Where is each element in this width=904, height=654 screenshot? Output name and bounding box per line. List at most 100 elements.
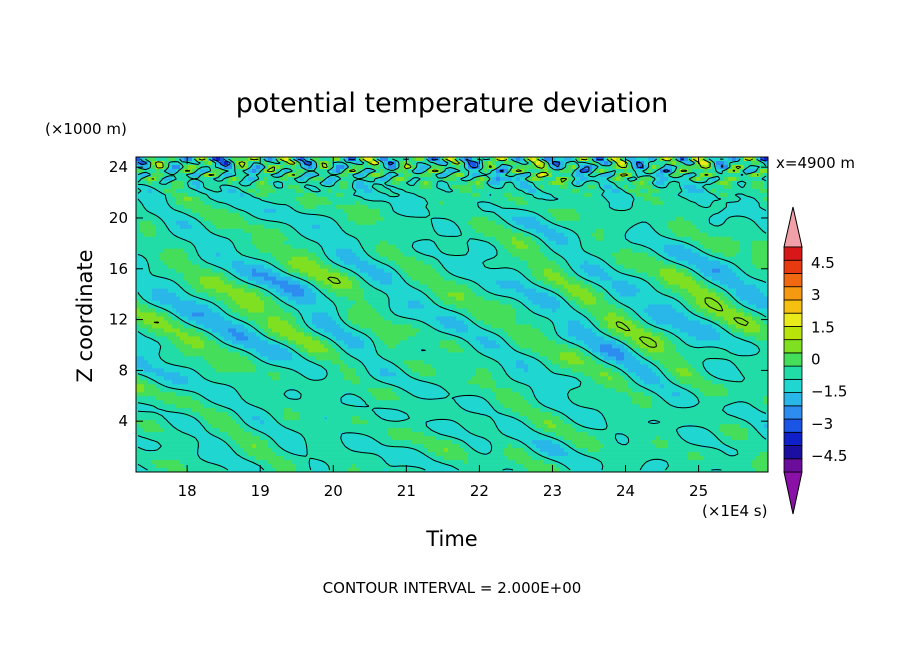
field-cell — [160, 268, 165, 273]
field-cell — [280, 264, 285, 269]
field-cell — [552, 248, 557, 254]
field-cell — [296, 172, 301, 178]
field-cell — [324, 268, 329, 273]
field-cell — [480, 216, 485, 222]
field-cell — [460, 157, 465, 162]
field-cell — [152, 268, 157, 273]
field-cell — [296, 168, 301, 174]
field-cell — [500, 244, 505, 250]
field-cell — [288, 228, 293, 234]
field-cell — [748, 252, 753, 258]
field-cell — [624, 232, 629, 238]
field-cell — [368, 168, 373, 174]
field-cell — [640, 176, 645, 182]
field-cell — [656, 200, 661, 206]
field-cell — [444, 204, 449, 210]
field-cell — [176, 180, 181, 186]
field-cell — [492, 280, 497, 285]
field-cell — [140, 200, 145, 206]
field-cell — [468, 280, 473, 285]
field-cell — [364, 244, 369, 250]
field-cell — [244, 188, 249, 194]
field-cell — [604, 276, 609, 281]
field-cell — [748, 208, 753, 214]
field-cell — [176, 272, 181, 277]
field-cell — [368, 172, 373, 178]
field-cell — [428, 172, 433, 178]
field-cell — [616, 172, 621, 178]
field-cell — [484, 268, 489, 273]
field-cell — [508, 228, 513, 234]
field-cell — [220, 232, 225, 238]
field-cell — [504, 220, 509, 226]
field-cell — [152, 157, 157, 162]
field-cell — [384, 172, 389, 178]
field-cell — [708, 228, 713, 234]
field-cell — [412, 280, 417, 285]
field-cell — [732, 204, 737, 210]
field-cell — [232, 196, 237, 202]
field-cell — [380, 157, 385, 162]
field-cell — [744, 232, 749, 238]
field-cell — [756, 180, 761, 186]
field-cell — [268, 160, 273, 166]
field-cell — [140, 260, 145, 266]
field-cell — [736, 232, 741, 238]
field-cell — [516, 212, 521, 218]
field-cell — [160, 236, 165, 242]
field-cell — [460, 212, 465, 218]
field-cell — [464, 264, 469, 269]
field-cell — [348, 160, 353, 166]
field-cell — [512, 236, 517, 242]
field-cell — [516, 224, 521, 230]
field-cell — [564, 172, 569, 178]
field-cell — [188, 208, 193, 214]
field-cell — [716, 180, 721, 186]
field-cell — [724, 268, 729, 273]
field-cell — [220, 208, 225, 214]
field-cell — [648, 260, 653, 266]
field-cell — [716, 276, 721, 281]
field-cell — [280, 168, 285, 174]
field-cell — [312, 188, 317, 194]
field-cell — [300, 276, 305, 281]
field-cell — [416, 268, 421, 273]
field-cell — [220, 272, 225, 277]
field-cell — [600, 188, 605, 194]
field-cell — [540, 236, 545, 242]
field-cell — [468, 216, 473, 222]
field-cell — [672, 268, 677, 273]
field-cell — [344, 188, 349, 194]
field-cell — [392, 268, 397, 273]
field-cell — [356, 204, 361, 210]
field-cell — [504, 188, 509, 194]
field-cell — [204, 244, 209, 250]
field-cell — [352, 240, 357, 246]
field-cell — [592, 268, 597, 273]
field-cell — [364, 220, 369, 226]
field-cell — [212, 252, 217, 258]
field-cell — [428, 180, 433, 186]
field-cell — [300, 236, 305, 242]
field-cell — [220, 268, 225, 273]
field-cell — [468, 172, 473, 178]
field-cell — [396, 180, 401, 186]
field-cell — [552, 272, 557, 277]
field-cell — [268, 268, 273, 273]
field-cell — [536, 180, 541, 186]
field-cell — [728, 157, 733, 162]
field-cell — [628, 200, 633, 206]
field-cell — [136, 264, 141, 269]
field-cell — [220, 244, 225, 250]
field-cell — [700, 184, 705, 190]
field-cell — [572, 256, 577, 262]
field-cell — [404, 248, 409, 254]
field-cell — [248, 272, 253, 277]
field-cell — [208, 272, 213, 277]
field-cell — [364, 196, 369, 202]
field-cell — [756, 220, 761, 226]
field-cell — [652, 240, 657, 246]
field-cell — [348, 176, 353, 182]
field-cell — [284, 276, 289, 281]
field-cell — [448, 176, 453, 182]
